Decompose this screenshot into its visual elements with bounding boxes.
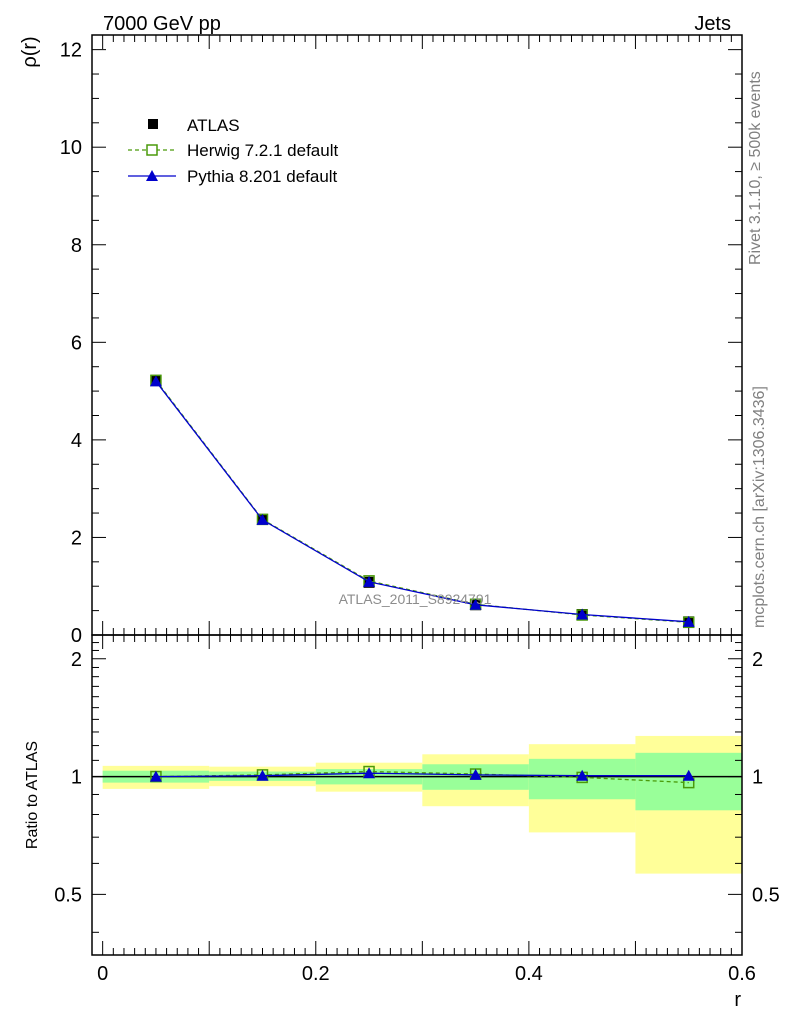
main-y-tick-label: 6	[71, 332, 82, 354]
x-tick-label: 0.6	[728, 963, 756, 985]
data-point-main-2-1	[256, 513, 269, 525]
legend-marker-herwig	[146, 144, 158, 156]
watermark: ATLAS_2011_S8924791	[339, 591, 492, 607]
main-y-tick-label: 12	[60, 40, 82, 62]
data-point-main-2-2	[363, 575, 376, 587]
ratio-y-axis-label: Ratio to ATLAS	[24, 741, 41, 849]
data-point-main-2-5	[682, 615, 695, 627]
series-line-ratio-1	[155, 772, 689, 778]
main-y-axis-label: ρ(r)	[19, 36, 41, 67]
legend-label-pythia: Pythia 8.201 default	[187, 167, 338, 186]
data-point-ratio-1-1	[256, 769, 269, 781]
data-point-main-2-0	[149, 375, 162, 387]
ratio-y-ticks: 0.5 0.5 1 1 2 2	[54, 642, 780, 933]
ratio-y-tick-label: 1	[71, 767, 82, 789]
legend-marker-pythia	[146, 170, 158, 181]
legend-marker-atlas	[148, 119, 158, 129]
main-panel: 0 2 4 6 8 10 12 ρ(r) ATLAS_2011_S8924791 ATLAS…	[19, 34, 743, 647]
data-point-ratio-1-4	[576, 769, 589, 781]
header-right: Jets	[694, 13, 731, 35]
ratio-marks	[149, 765, 695, 789]
data-point-ratio-1-0	[149, 770, 162, 782]
legend: ATLAS Herwig 7.2.1 default Pythia 8.201 …	[128, 116, 338, 186]
data-point-ratio-1-3	[469, 768, 482, 780]
series-line-main-1	[155, 380, 689, 623]
main-y-tick-label: 2	[71, 527, 82, 549]
ratio-y-tick-label-right: 0.5	[752, 884, 780, 906]
data-point-main-2-4	[576, 608, 589, 620]
ratio-x-ticks: 0 0.2 0.4 0.6	[91, 635, 756, 985]
ratio-frame	[91, 634, 743, 956]
main-y-tick-label: 10	[60, 137, 82, 159]
ratio-y-tick-label-right: 1	[752, 767, 763, 789]
ratio-y-tick-label: 0.5	[54, 884, 82, 906]
header-left: 7000 GeV pp	[103, 13, 221, 35]
main-y-tick-label: 0	[71, 625, 82, 647]
main-y-tick-label: 8	[71, 235, 82, 257]
legend-item-herwig: Herwig 7.2.1 default	[128, 141, 338, 160]
main-y-tick-label: 4	[71, 430, 82, 452]
stat-uncertainty-band	[635, 752, 742, 811]
main-x-ticks	[91, 35, 743, 635]
legend-item-atlas: ATLAS	[148, 116, 240, 135]
ratio-y-tick-label: 2	[71, 649, 82, 671]
x-tick-label: 0.4	[515, 963, 543, 985]
ratio-y-tick-label-right: 2	[752, 649, 763, 671]
legend-label-herwig: Herwig 7.2.1 default	[187, 141, 338, 160]
mcplots-label: mcplots.cern.ch [arXiv:1306.3436]	[751, 386, 768, 628]
legend-item-pythia: Pythia 8.201 default	[128, 167, 338, 186]
ratio-panel: 0.5 0.5 1 1 2 2 0 0.2 0.4 0.6 Ratio to ATLAS r	[24, 634, 780, 1011]
x-axis-label: r	[734, 989, 741, 1011]
series-line-main-2	[155, 380, 689, 623]
series-line-ratio-0	[155, 770, 689, 784]
data-point-ratio-1-2	[363, 767, 376, 779]
rivet-label: Rivet 3.1.10, ≥ 500k events	[747, 71, 764, 265]
x-tick-label: 0	[97, 963, 108, 985]
x-tick-label: 0.2	[302, 963, 330, 985]
ratio-bands	[92, 735, 742, 874]
data-point-ratio-1-5	[682, 769, 695, 781]
data-point-main-2-3	[469, 598, 482, 610]
main-marks	[149, 374, 695, 629]
main-y-ticks: 0 2 4 6 8 10 12	[60, 40, 742, 647]
legend-label-atlas: ATLAS	[187, 116, 240, 135]
